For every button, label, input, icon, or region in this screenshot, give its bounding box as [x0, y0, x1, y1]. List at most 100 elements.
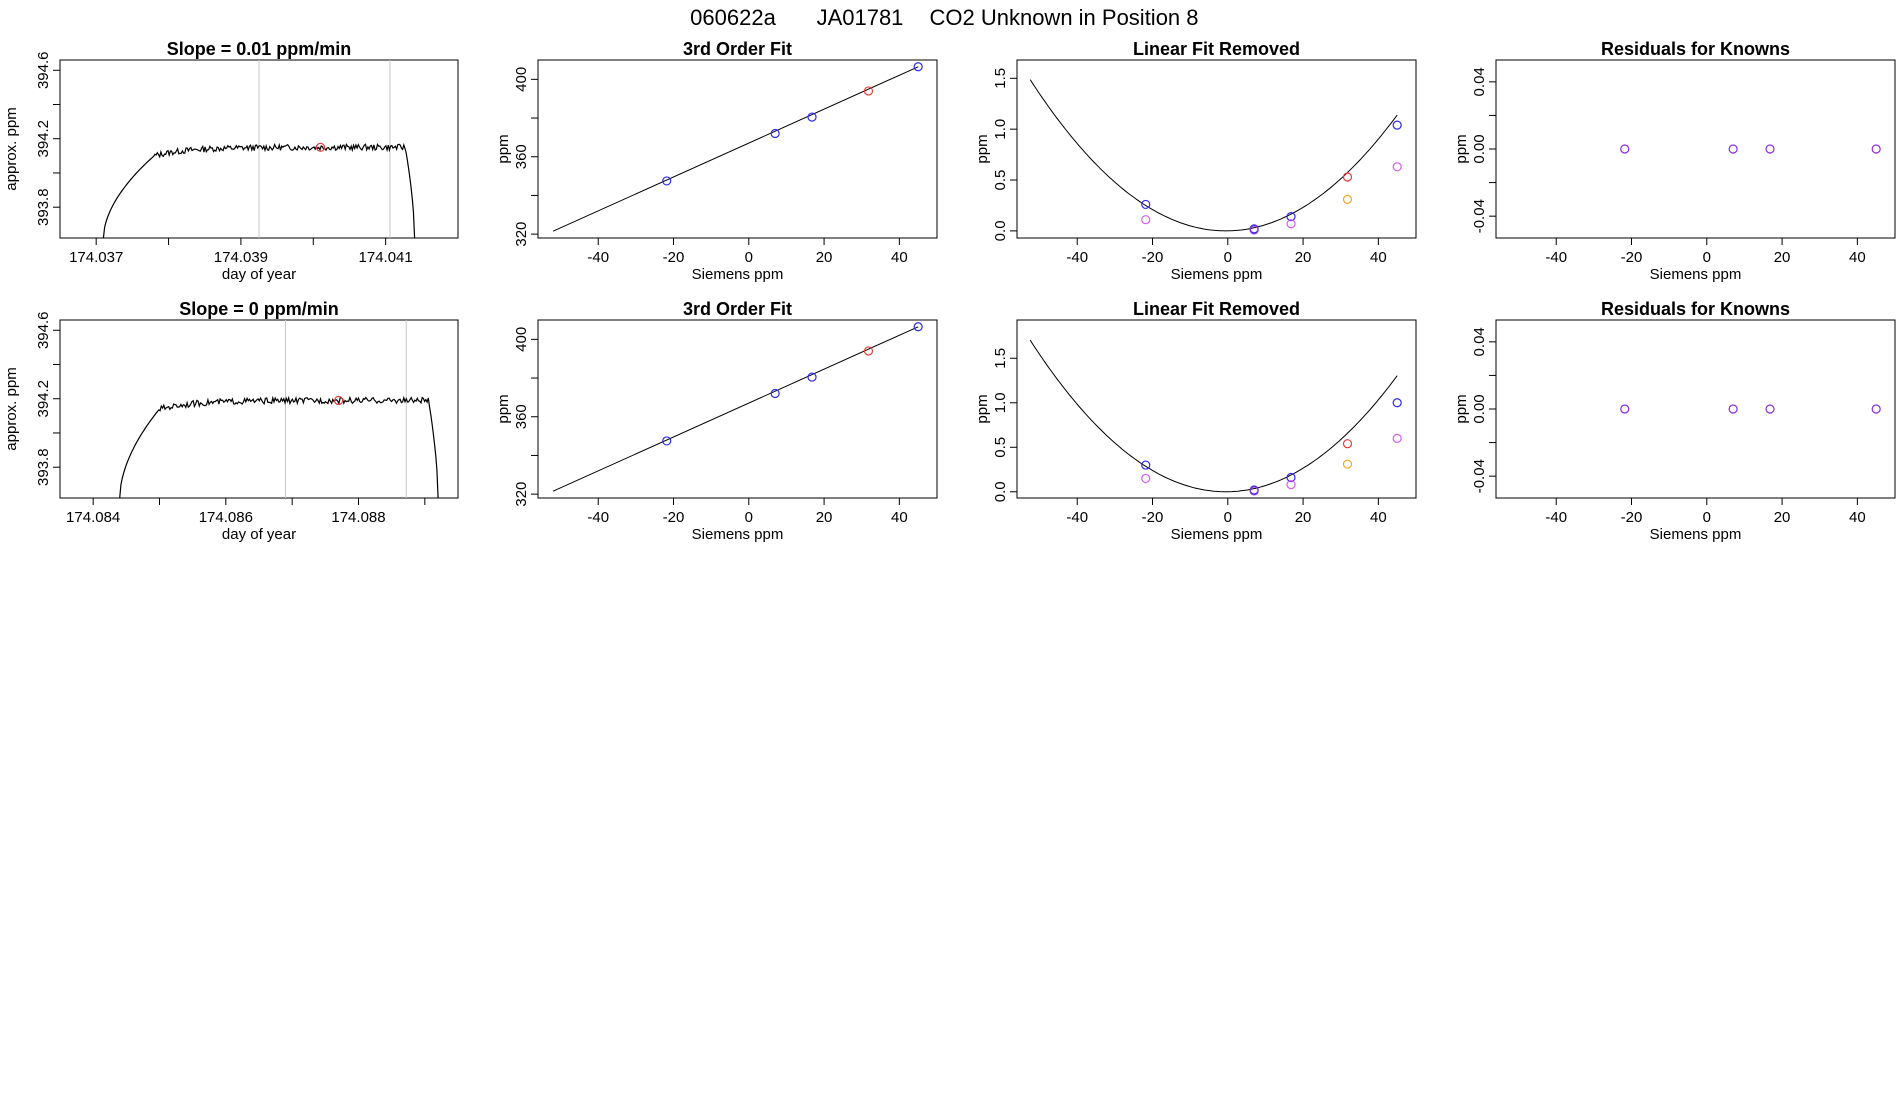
x-axis-label: day of year	[222, 526, 296, 543]
x-tick-label: -20	[663, 249, 685, 266]
sample-marker-point	[334, 395, 344, 406]
data-point-blue	[807, 112, 817, 122]
data-point-blue	[807, 372, 817, 382]
x-tick-label: 20	[1295, 249, 1312, 266]
data-point-magenta	[1392, 162, 1402, 172]
panel-grid: Slope = 0.01 ppm/min 174.037 174.039 174.04…	[3, 39, 1896, 543]
plot-frame	[1016, 319, 1417, 499]
plot-frame	[1495, 59, 1896, 239]
y-tick-label: 400	[513, 67, 530, 92]
x-tick-label: -40	[587, 249, 609, 266]
figure-title-description: CO2 Unknown in Position 8	[929, 5, 1198, 30]
x-tick-label: -40	[1545, 509, 1567, 526]
x-tick-label: 0	[1224, 249, 1232, 266]
y-tick-label: 400	[513, 327, 530, 352]
x-tick-label: 174.037	[69, 249, 123, 266]
x-tick-label: -40	[1545, 249, 1567, 266]
data-point-orange	[1342, 194, 1353, 204]
data-point-magenta	[1286, 219, 1296, 229]
x-tick-label: -40	[1066, 249, 1088, 266]
panel-r2c4: Residuals for Knowns -40 -20 0 20 40 -0.04 0.00…	[1453, 299, 1896, 543]
panel-r1c4: Residuals for Knowns -40 -20 0 20 40 -0.04 0.00…	[1453, 39, 1896, 283]
data-point-red	[1342, 439, 1353, 449]
x-tick-label: -40	[1066, 509, 1088, 526]
x-axis-label: day of year	[222, 266, 296, 283]
fit-line	[552, 66, 919, 232]
y-tick-label: 0.0	[992, 220, 1009, 241]
panel-title: Residuals for Knowns	[1601, 299, 1790, 319]
x-tick-label: 174.039	[214, 249, 268, 266]
data-point-purple	[1620, 404, 1630, 414]
data-point-blue	[1141, 199, 1151, 210]
x-tick-label: -20	[1621, 249, 1643, 266]
figure-title-run: 060622a	[690, 5, 776, 30]
data-point-magenta	[1392, 433, 1402, 443]
plot-area	[1620, 144, 1881, 154]
data-point-magenta	[1141, 473, 1151, 484]
y-tick-label: 394.2	[35, 120, 52, 158]
panel-r2c1: Slope = 0 ppm/min 174.084 174.086 174.088 39…	[3, 299, 459, 543]
data-point-red	[863, 346, 874, 356]
data-point-blue	[913, 62, 923, 72]
data-point-blue	[770, 128, 780, 139]
x-tick-label: 174.041	[359, 249, 413, 266]
x-tick-label: 40	[891, 249, 908, 266]
x-tick-label: 174.084	[66, 509, 120, 526]
data-point-blue	[662, 176, 672, 186]
y-axis-label: approx. ppm	[3, 367, 20, 450]
x-tick-label: 40	[1849, 249, 1866, 266]
y-tick-label: 0.00	[1471, 134, 1488, 163]
data-point-magenta	[1286, 480, 1296, 490]
data-point-orange	[1342, 459, 1353, 469]
data-point-purple	[1249, 225, 1259, 235]
y-tick-label: 0.5	[992, 437, 1009, 458]
plot-area	[102, 60, 416, 238]
x-axis-label: Siemens ppm	[1171, 526, 1263, 543]
x-tick-label: 0	[1703, 249, 1711, 266]
data-point-blue	[1286, 212, 1296, 222]
data-point-blue	[770, 388, 780, 399]
x-tick-label: 20	[1295, 509, 1312, 526]
y-tick-label: 394.6	[35, 51, 52, 89]
data-point-magenta	[1141, 215, 1151, 225]
y-tick-label: 393.8	[35, 448, 52, 486]
y-tick-label: -0.04	[1471, 459, 1488, 493]
panel-r1c3: Linear Fit Removed -40 -20 0 20 40 0.0 0.5 1.0 1.…	[974, 39, 1417, 283]
panel-title: 3rd Order Fit	[683, 299, 792, 319]
data-point-red	[863, 86, 874, 96]
y-axis-label: ppm	[1453, 394, 1470, 423]
x-axis-label: Siemens ppm	[1650, 266, 1742, 283]
x-tick-label: 20	[1774, 249, 1791, 266]
y-axis-label: ppm	[495, 394, 512, 423]
x-tick-label: -20	[1142, 249, 1164, 266]
data-point-purple	[1871, 404, 1881, 414]
time-series-trace	[119, 395, 439, 498]
plot-area	[552, 62, 923, 232]
panel-title: Slope = 0.01 ppm/min	[167, 39, 352, 59]
x-tick-label: 20	[1774, 509, 1791, 526]
y-axis-label: ppm	[974, 134, 991, 163]
y-tick-label: 0.0	[992, 481, 1009, 502]
data-point-blue	[662, 436, 672, 446]
y-tick-label: 320	[513, 222, 530, 247]
x-tick-label: -20	[1142, 509, 1164, 526]
x-tick-label: 40	[1849, 509, 1866, 526]
x-tick-label: -20	[1621, 509, 1643, 526]
panel-r1c1: Slope = 0.01 ppm/min 174.037 174.039 174.04…	[3, 39, 459, 283]
y-axis-label: ppm	[974, 394, 991, 423]
x-axis-label: Siemens ppm	[1650, 526, 1742, 543]
data-point-blue	[1286, 472, 1296, 483]
panel-title: Linear Fit Removed	[1133, 299, 1300, 319]
y-tick-label: 0.04	[1471, 327, 1488, 356]
panel-title: Linear Fit Removed	[1133, 39, 1300, 59]
panel-r2c2: 3rd Order Fit -40 -20 0 20 40 320 360 400 Siemens…	[495, 299, 938, 543]
fit-line	[552, 326, 919, 492]
data-point-purple	[1765, 144, 1775, 154]
data-point-purple	[1765, 404, 1775, 414]
panel-r1c2: 3rd Order Fit -40 -20 0 20 40 320 360 400 Siemens…	[495, 39, 938, 283]
y-axis-label: ppm	[495, 134, 512, 163]
plot-area	[1029, 79, 1402, 235]
panel-r2c3: Linear Fit Removed -40 -20 0 20 40 0.0 0.5 1.0 1.…	[974, 299, 1417, 543]
figure-title-cylinder: JA01781	[817, 5, 904, 30]
x-tick-label: 0	[1703, 509, 1711, 526]
